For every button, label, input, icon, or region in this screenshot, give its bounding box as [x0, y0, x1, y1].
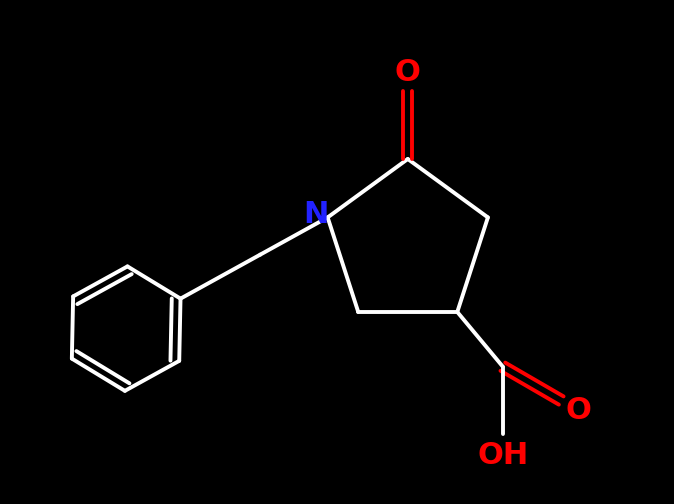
Text: OH: OH: [477, 442, 528, 471]
Text: O: O: [395, 58, 421, 87]
Text: N: N: [303, 200, 328, 228]
Text: O: O: [565, 396, 592, 425]
